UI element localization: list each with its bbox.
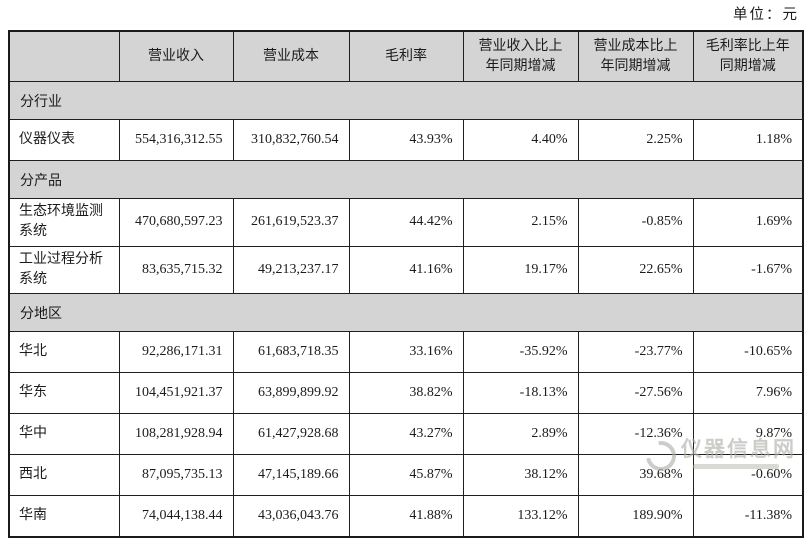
cell-value: 7.96%	[692, 372, 804, 415]
cell-value: 1.69%	[692, 198, 804, 247]
row-label: 华东	[8, 372, 120, 415]
cell-value: 44.42%	[348, 198, 464, 247]
column-header: 营业收入	[118, 30, 234, 82]
cell-value: -11.38%	[692, 495, 804, 538]
table-row: 工业过程分析系统 83,635,715.32 49,213,237.17 41.16%…	[8, 245, 804, 295]
cell-value: 2.15%	[462, 198, 579, 247]
cell-value: 47,145,189.66	[232, 454, 350, 497]
column-header: 营业成本比上年同期增减	[577, 30, 694, 82]
row-label: 工业过程分析系统	[8, 245, 120, 295]
section-row: 分行业	[8, 81, 804, 120]
cell-value: 470,680,597.23	[118, 198, 234, 247]
table-row: 华北 92,286,171.31 61,683,718.35 33.16% -35.92…	[8, 331, 804, 374]
table-body: 分行业 仪器仪表 554,316,312.55 310,832,760.54 43.93…	[8, 81, 804, 538]
row-label: 华南	[8, 495, 120, 538]
cell-value: -23.77%	[577, 331, 694, 374]
header-row: 营业收入 营业成本 毛利率 营业收入比上年同期增减 营业成本比上年同期增减 毛利率比上年同…	[8, 30, 804, 82]
section-row: 分产品	[8, 160, 804, 199]
cell-value: 310,832,760.54	[232, 119, 350, 161]
cell-value: 9.87%	[692, 413, 804, 456]
cell-value: 61,427,928.68	[232, 413, 350, 456]
cell-value: -1.67%	[692, 245, 804, 295]
cell-value: 22.65%	[577, 245, 694, 295]
cell-value: 19.17%	[462, 245, 579, 295]
column-header: 营业收入比上年同期增减	[462, 30, 579, 82]
cell-value: 74,044,138.44	[118, 495, 234, 538]
cell-value: 554,316,312.55	[118, 119, 234, 161]
row-label: 西北	[8, 454, 120, 497]
table-row: 仪器仪表 554,316,312.55 310,832,760.54 43.93% 4.…	[8, 119, 804, 161]
section-label: 分行业	[8, 81, 804, 120]
table-row: 生态环境监测系统 470,680,597.23 261,619,523.37 44.4…	[8, 198, 804, 247]
cell-value: 45.87%	[348, 454, 464, 497]
table-row: 西北 87,095,735.13 47,145,189.66 45.87% 38.12%…	[8, 454, 804, 497]
cell-value: 87,095,735.13	[118, 454, 234, 497]
column-header: 营业成本	[232, 30, 350, 82]
row-label: 生态环境监测系统	[8, 198, 120, 247]
section-label: 分地区	[8, 293, 804, 333]
cell-value: 39.68%	[577, 454, 694, 497]
cell-value: 2.89%	[462, 413, 579, 456]
cell-value: 104,451,921.37	[118, 372, 234, 415]
row-label: 仪器仪表	[8, 119, 120, 161]
cell-value: 1.18%	[692, 119, 804, 161]
unit-label: 单位：元	[733, 7, 799, 23]
cell-value: 33.16%	[348, 331, 464, 374]
cell-value: -0.85%	[577, 198, 694, 247]
cell-value: 2.25%	[577, 119, 694, 161]
column-header: 毛利率	[348, 30, 464, 82]
cell-value: -35.92%	[462, 331, 579, 374]
cell-value: 41.16%	[348, 245, 464, 295]
cell-value: -12.36%	[577, 413, 694, 456]
table-row: 华南 74,044,138.44 43,036,043.76 41.88% 133.12…	[8, 495, 804, 538]
row-label: 华中	[8, 413, 120, 456]
cell-value: 108,281,928.94	[118, 413, 234, 456]
cell-value: 43,036,043.76	[232, 495, 350, 538]
report-page: 单位：元 营业收入 营业成本 毛利率 营业收入比上年同期增减 营业成本比上年同期增减 毛利…	[8, 7, 804, 538]
table-header: 营业收入 营业成本 毛利率 营业收入比上年同期增减 营业成本比上年同期增减 毛利率比上年同…	[8, 30, 804, 82]
cell-value: -27.56%	[577, 372, 694, 415]
cell-value: 38.12%	[462, 454, 579, 497]
cell-value: 133.12%	[462, 495, 579, 538]
cell-value: 61,683,718.35	[232, 331, 350, 374]
cell-value: 92,286,171.31	[118, 331, 234, 374]
table-row: 华东 104,451,921.37 63,899,899.92 38.82% -18.1…	[8, 372, 804, 415]
cell-value: -18.13%	[462, 372, 579, 415]
cell-value: 41.88%	[348, 495, 464, 538]
cell-value: 261,619,523.37	[232, 198, 350, 247]
cell-value: -0.60%	[692, 454, 804, 497]
column-header: 毛利率比上年同期增减	[692, 30, 804, 82]
cell-value: 49,213,237.17	[232, 245, 350, 295]
financial-breakdown-table: 营业收入 营业成本 毛利率 营业收入比上年同期增减 营业成本比上年同期增减 毛利率比上年同…	[8, 30, 804, 538]
cell-value: -10.65%	[692, 331, 804, 374]
cell-value: 189.90%	[577, 495, 694, 538]
row-label: 华北	[8, 331, 120, 374]
table-row: 华中 108,281,928.94 61,427,928.68 43.27% 2.89%…	[8, 413, 804, 456]
cell-value: 43.93%	[348, 119, 464, 161]
cell-value: 43.27%	[348, 413, 464, 456]
cell-value: 38.82%	[348, 372, 464, 415]
corner-cell	[8, 30, 120, 82]
cell-value: 83,635,715.32	[118, 245, 234, 295]
section-label: 分产品	[8, 160, 804, 199]
cell-value: 4.40%	[462, 119, 579, 161]
section-row: 分地区	[8, 293, 804, 333]
cell-value: 63,899,899.92	[232, 372, 350, 415]
